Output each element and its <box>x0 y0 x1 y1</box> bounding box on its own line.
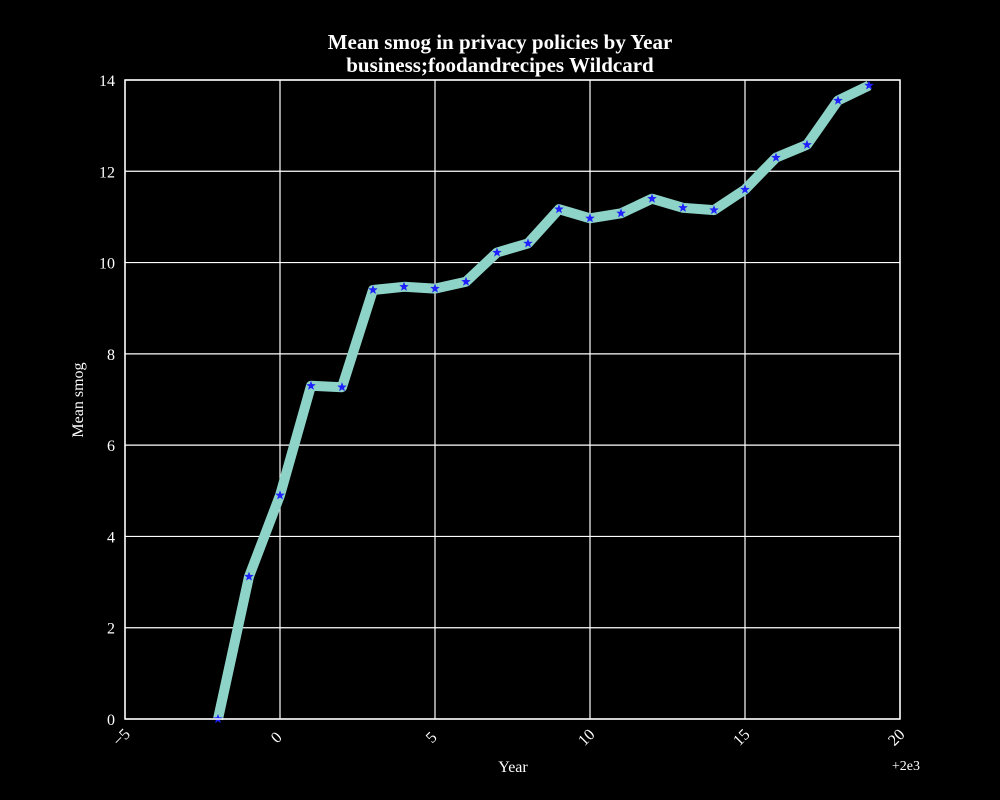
data-point-marker <box>771 152 781 162</box>
data-point-marker <box>802 139 812 149</box>
data-point-marker <box>833 95 843 105</box>
data-point-marker <box>554 204 564 214</box>
x-tick-label: 5 <box>423 729 441 747</box>
y-tick-label: 12 <box>99 164 115 181</box>
y-tick-label: 0 <box>107 712 115 729</box>
data-point-marker <box>461 276 471 286</box>
data-point-marker <box>244 571 254 581</box>
data-point-marker <box>585 213 595 223</box>
x-axis-label: Year <box>498 759 528 776</box>
data-point-marker <box>678 202 688 212</box>
y-tick-label: 8 <box>107 347 115 364</box>
y-tick-label: 10 <box>99 256 115 273</box>
series-line <box>213 80 872 721</box>
data-point-marker <box>492 247 502 257</box>
data-point-marker <box>523 238 533 248</box>
x-tick-label: −5 <box>110 726 134 750</box>
y-tick-label: 4 <box>107 529 115 546</box>
chart-title-line-1: Mean smog in privacy policies by Year <box>327 30 673 54</box>
series-layer <box>213 80 874 724</box>
data-point-marker <box>709 205 719 215</box>
data-point-marker <box>647 193 657 203</box>
chart-title-line-2: business;foodandrecipes Wildcard <box>346 53 654 77</box>
data-point-marker <box>337 382 347 392</box>
data-point-marker <box>275 490 285 500</box>
y-tick-label: 14 <box>99 73 115 90</box>
x-tick-label: 0 <box>268 729 286 747</box>
y-axis-ticks: 0 2 4 6 8 10 12 14 <box>99 73 115 729</box>
x-tick-label: 20 <box>885 726 908 749</box>
x-tick-label: 10 <box>575 726 598 749</box>
data-point-marker <box>368 284 378 294</box>
data-point-marker <box>616 208 626 218</box>
y-axis-label: Mean smog <box>70 362 87 438</box>
data-point-marker <box>740 184 750 194</box>
x-axis-ticks: −5 0 5 10 15 20 <box>110 726 909 750</box>
x-tick-label: 15 <box>730 726 753 749</box>
data-point-marker <box>430 283 440 293</box>
y-tick-label: 2 <box>107 621 115 638</box>
data-point-marker <box>306 380 316 390</box>
data-point-marker <box>399 281 409 291</box>
x-axis-offset-label: +2e3 <box>891 759 920 774</box>
y-tick-label: 6 <box>107 438 115 455</box>
plot-frame <box>124 79 901 720</box>
data-point-marker <box>864 80 874 90</box>
